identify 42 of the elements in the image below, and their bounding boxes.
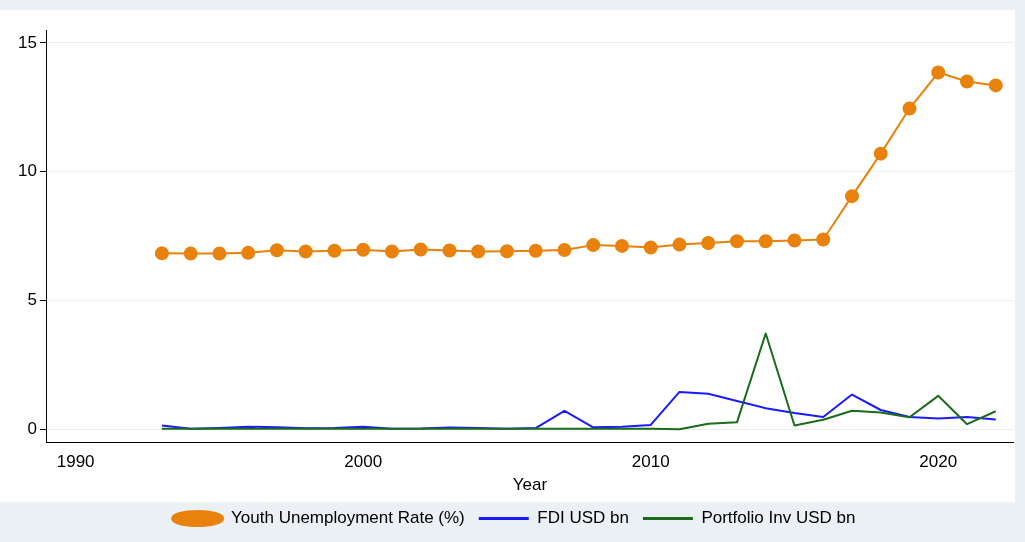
point xyxy=(298,244,313,259)
point xyxy=(442,243,457,258)
legend-label: Youth Unemployment Rate (%) xyxy=(231,508,465,528)
point xyxy=(701,236,716,251)
x-tick-label: 2010 xyxy=(631,452,670,472)
point xyxy=(499,244,514,259)
point xyxy=(557,243,572,258)
point xyxy=(586,238,601,253)
point xyxy=(758,234,773,249)
point xyxy=(873,146,888,161)
point xyxy=(154,246,169,261)
point xyxy=(528,243,543,258)
point xyxy=(471,244,486,259)
y-tick-label: 0 xyxy=(27,419,37,439)
legend-label: Portfolio Inv USD bn xyxy=(701,508,856,528)
point xyxy=(902,101,917,116)
y-tick-label: 10 xyxy=(17,161,37,181)
x-tick-label: 2000 xyxy=(344,452,383,472)
point xyxy=(672,237,687,252)
y-tick-label: 5 xyxy=(27,290,37,310)
point xyxy=(816,232,831,247)
point xyxy=(327,243,342,258)
point xyxy=(241,245,256,260)
legend-label: FDI USD bn xyxy=(537,508,629,528)
y-tick-label: 15 xyxy=(17,32,37,52)
point xyxy=(413,242,428,257)
point xyxy=(356,242,371,257)
point xyxy=(269,243,284,258)
point xyxy=(643,240,658,255)
point xyxy=(988,78,1003,93)
point xyxy=(183,246,198,261)
x-tick-label: 2020 xyxy=(919,452,958,472)
point xyxy=(212,246,227,261)
point xyxy=(384,244,399,259)
point xyxy=(787,233,802,248)
point xyxy=(931,65,946,80)
point xyxy=(844,189,859,204)
point xyxy=(614,238,629,253)
point xyxy=(960,74,974,89)
point xyxy=(729,234,744,249)
x-tick-label: 1990 xyxy=(56,452,95,472)
x-axis-title: Year xyxy=(512,475,548,495)
